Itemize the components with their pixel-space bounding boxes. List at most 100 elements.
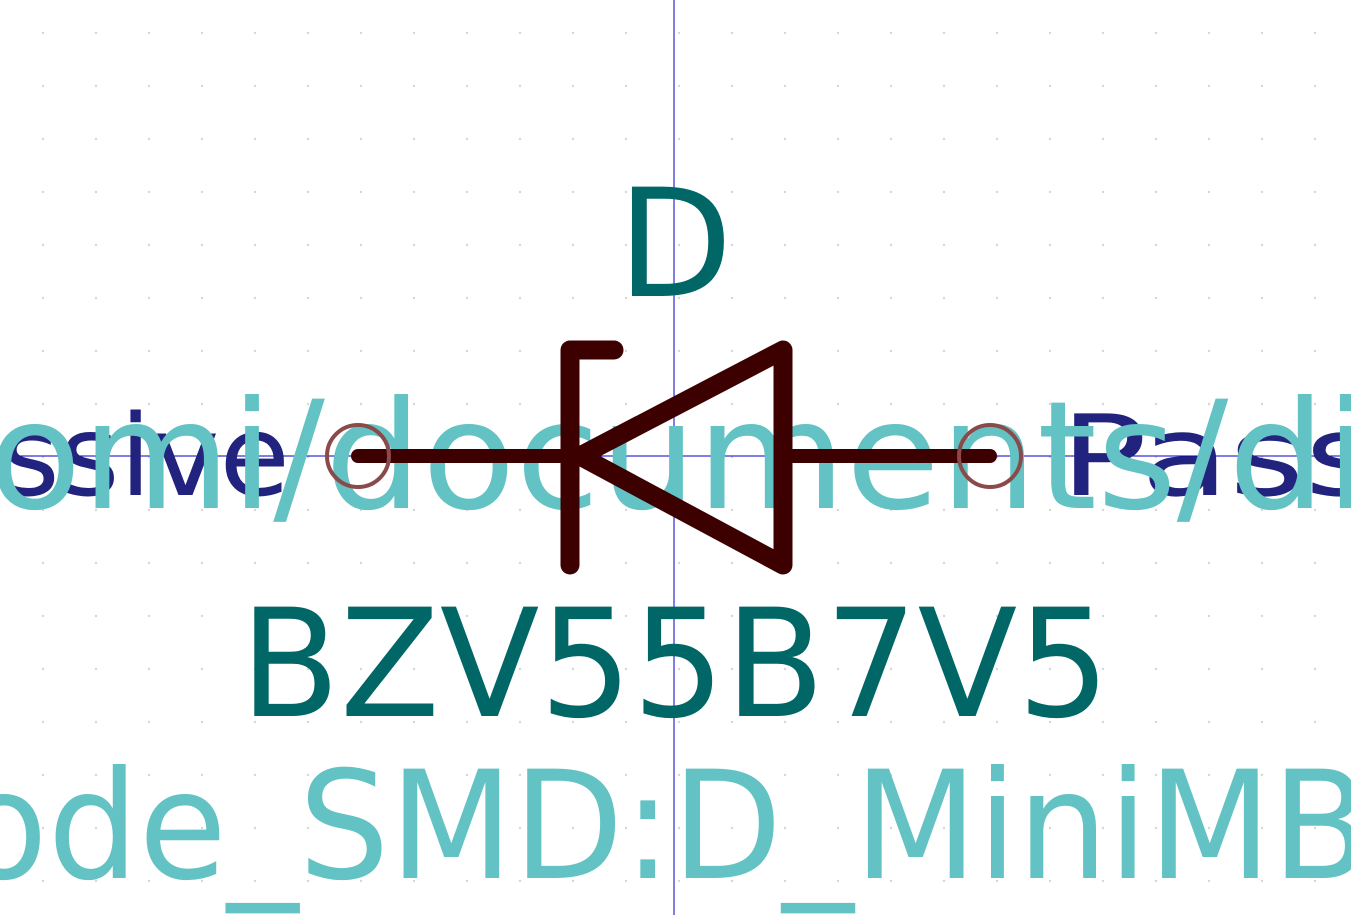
- grid-dot: [836, 402, 840, 406]
- grid-dot: [518, 349, 522, 353]
- value-field[interactable]: BZV55B7V5: [240, 578, 1110, 752]
- grid-dot: [359, 508, 363, 512]
- reference-designator[interactable]: D: [617, 158, 733, 332]
- grid-dot: [889, 614, 893, 618]
- grid-dot: [1313, 720, 1317, 724]
- grid-dot: [94, 349, 98, 353]
- grid-dot: [41, 84, 45, 88]
- grid-dot: [1048, 720, 1052, 724]
- grid-dot: [1101, 296, 1105, 300]
- grid-dot: [147, 720, 151, 724]
- grid-dot: [1207, 879, 1211, 883]
- grid-dot: [836, 561, 840, 565]
- grid-dot: [836, 667, 840, 671]
- grid-dot: [995, 879, 999, 883]
- grid-dot: [412, 296, 416, 300]
- grid-dot: [1260, 31, 1264, 35]
- grid-dot: [518, 508, 522, 512]
- grid-dot: [1260, 667, 1264, 671]
- grid-dot: [571, 137, 575, 141]
- grid-dot: [783, 879, 787, 883]
- grid-dot: [677, 243, 681, 247]
- grid-dot: [518, 879, 522, 883]
- grid-dot: [1101, 243, 1105, 247]
- grid-dot: [1154, 349, 1158, 353]
- footprint-field[interactable]: ode_SMD:D_MiniMB: [0, 740, 1351, 914]
- grid-dot: [836, 349, 840, 353]
- grid-dot: [1048, 296, 1052, 300]
- grid-dot: [1207, 190, 1211, 194]
- grid-dot: [1313, 190, 1317, 194]
- grid-dot: [942, 667, 946, 671]
- grid-dot: [1154, 773, 1158, 777]
- grid-dot: [942, 561, 946, 565]
- grid-dot: [783, 720, 787, 724]
- grid-dot: [1048, 879, 1052, 883]
- grid-dot: [518, 826, 522, 830]
- grid-dot: [253, 879, 257, 883]
- grid-dot: [518, 720, 522, 724]
- grid-dot: [412, 561, 416, 565]
- pin-marker-left[interactable]: [325, 423, 391, 489]
- grid-dot: [359, 84, 363, 88]
- grid-dot: [624, 31, 628, 35]
- grid-dot: [94, 826, 98, 830]
- grid-dot: [889, 667, 893, 671]
- grid-dot: [889, 879, 893, 883]
- grid-dot: [1154, 667, 1158, 671]
- grid-dot: [253, 561, 257, 565]
- grid-dot: [200, 508, 204, 512]
- grid-dot: [836, 614, 840, 618]
- grid-dot: [1154, 31, 1158, 35]
- grid-dot: [677, 667, 681, 671]
- grid-dot: [942, 84, 946, 88]
- grid-dot: [306, 773, 310, 777]
- grid-dot: [465, 190, 469, 194]
- grid-dot: [624, 137, 628, 141]
- grid-dot: [518, 190, 522, 194]
- grid-dot: [1313, 296, 1317, 300]
- grid-dot: [147, 614, 151, 618]
- grid-dot: [783, 614, 787, 618]
- grid-dot: [94, 773, 98, 777]
- grid-dot: [41, 773, 45, 777]
- grid-dot: [41, 402, 45, 406]
- grid-dot: [624, 667, 628, 671]
- grid-dot: [147, 561, 151, 565]
- grid-dot: [571, 190, 575, 194]
- grid-dot: [889, 31, 893, 35]
- grid-dot: [889, 84, 893, 88]
- grid-dot: [147, 137, 151, 141]
- grid-dot: [1048, 667, 1052, 671]
- grid-dot: [1101, 508, 1105, 512]
- grid-dot: [995, 296, 999, 300]
- grid-dot: [1260, 84, 1264, 88]
- grid-dot: [1313, 826, 1317, 830]
- grid-dot: [995, 190, 999, 194]
- grid-dot: [1101, 31, 1105, 35]
- grid-dot: [94, 561, 98, 565]
- grid-dot: [677, 720, 681, 724]
- grid-dot: [200, 826, 204, 830]
- grid-dot: [147, 296, 151, 300]
- grid-dot: [889, 508, 893, 512]
- grid-dot: [730, 720, 734, 724]
- pin-marker-right[interactable]: [957, 423, 1023, 489]
- grid-dot: [730, 137, 734, 141]
- grid-dot: [518, 137, 522, 141]
- grid-dot: [1154, 190, 1158, 194]
- grid-dot: [1260, 614, 1264, 618]
- grid-dot: [889, 243, 893, 247]
- grid-dot: [1207, 137, 1211, 141]
- grid-dot: [730, 84, 734, 88]
- grid-dot: [1048, 31, 1052, 35]
- grid-dot: [359, 826, 363, 830]
- grid-dot: [306, 84, 310, 88]
- grid-dot: [942, 508, 946, 512]
- grid-dot: [518, 667, 522, 671]
- grid-dot: [359, 720, 363, 724]
- grid-dot: [677, 190, 681, 194]
- grid-dot: [1154, 508, 1158, 512]
- grid-dot: [306, 137, 310, 141]
